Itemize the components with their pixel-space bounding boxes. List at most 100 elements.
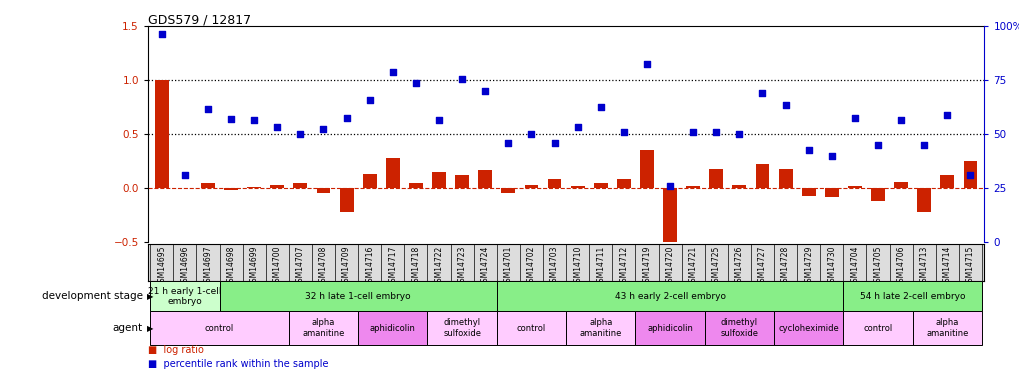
- Text: GSM14711: GSM14711: [596, 246, 604, 287]
- Text: aphidicolin: aphidicolin: [370, 324, 416, 333]
- Bar: [708, 169, 722, 188]
- Bar: [496, 281, 843, 311]
- Point: [800, 147, 816, 153]
- Point: [408, 80, 424, 86]
- Bar: [755, 164, 768, 188]
- Bar: [916, 188, 930, 211]
- Point: [892, 117, 908, 123]
- Bar: [912, 311, 981, 345]
- Point: [638, 61, 654, 67]
- Bar: [843, 311, 912, 345]
- Point: [707, 129, 723, 135]
- Text: alpha
amanitine: alpha amanitine: [579, 318, 622, 338]
- Bar: [150, 281, 219, 311]
- Point: [615, 129, 632, 135]
- Bar: [732, 185, 746, 188]
- Bar: [847, 186, 861, 188]
- Point: [523, 131, 539, 137]
- Text: control: control: [862, 324, 892, 333]
- Point: [569, 123, 585, 129]
- Text: GSM14695: GSM14695: [157, 246, 166, 287]
- Point: [477, 88, 493, 94]
- Bar: [496, 311, 566, 345]
- Text: GSM14709: GSM14709: [341, 246, 351, 287]
- Bar: [571, 186, 584, 188]
- Point: [846, 115, 862, 121]
- Text: dimethyl
sulfoxide: dimethyl sulfoxide: [719, 318, 758, 338]
- Text: 21 h early 1-cell
embryo: 21 h early 1-cell embryo: [148, 286, 221, 306]
- Bar: [824, 188, 838, 196]
- Text: GSM14699: GSM14699: [250, 246, 259, 287]
- Text: GSM14724: GSM14724: [480, 246, 489, 287]
- Text: GSM14701: GSM14701: [503, 246, 513, 287]
- Text: ▶: ▶: [147, 292, 153, 301]
- Bar: [219, 281, 496, 311]
- Bar: [385, 158, 399, 188]
- Bar: [270, 185, 284, 188]
- Text: 32 h late 1-cell embryo: 32 h late 1-cell embryo: [305, 292, 411, 301]
- Point: [223, 116, 239, 122]
- Text: GSM14715: GSM14715: [965, 246, 974, 287]
- Text: GSM14728: GSM14728: [781, 246, 790, 287]
- Point: [338, 115, 355, 121]
- Bar: [801, 188, 815, 195]
- Point: [731, 131, 747, 137]
- Bar: [940, 175, 954, 188]
- Text: GSM14723: GSM14723: [458, 246, 466, 287]
- Text: GSM14722: GSM14722: [434, 246, 443, 287]
- Text: ▶: ▶: [147, 324, 153, 333]
- Point: [754, 90, 770, 96]
- Point: [154, 31, 170, 37]
- Text: GSM14703: GSM14703: [549, 246, 558, 287]
- Point: [822, 153, 839, 159]
- Bar: [566, 311, 635, 345]
- Bar: [870, 188, 884, 201]
- Text: GSM14725: GSM14725: [711, 246, 720, 287]
- Text: development stage: development stage: [42, 291, 143, 301]
- Text: control: control: [517, 324, 545, 333]
- Bar: [547, 179, 560, 188]
- Bar: [639, 150, 653, 188]
- Point: [292, 131, 309, 137]
- Bar: [150, 311, 288, 345]
- Text: alpha
amanitine: alpha amanitine: [302, 318, 344, 338]
- Point: [176, 172, 193, 178]
- Bar: [155, 80, 168, 188]
- Point: [430, 117, 446, 123]
- Bar: [635, 311, 704, 345]
- Bar: [339, 188, 354, 211]
- Text: GSM14707: GSM14707: [296, 246, 305, 287]
- Text: GSM14700: GSM14700: [272, 246, 281, 287]
- Text: control: control: [205, 324, 234, 333]
- Text: GSM14696: GSM14696: [180, 246, 190, 287]
- Text: GSM14719: GSM14719: [642, 246, 651, 287]
- Point: [361, 97, 377, 103]
- Point: [315, 126, 331, 132]
- Bar: [501, 188, 515, 194]
- Text: GSM14718: GSM14718: [411, 246, 420, 287]
- Bar: [777, 169, 792, 188]
- Bar: [409, 183, 423, 188]
- Point: [269, 123, 285, 129]
- Bar: [427, 311, 496, 345]
- Text: GSM14717: GSM14717: [388, 246, 397, 287]
- Text: dimethyl
sulfoxide: dimethyl sulfoxide: [442, 318, 481, 338]
- Bar: [524, 185, 538, 188]
- Bar: [201, 183, 215, 188]
- Point: [499, 140, 516, 146]
- Bar: [963, 161, 976, 188]
- Text: GSM14704: GSM14704: [850, 246, 859, 287]
- Text: agent: agent: [112, 323, 143, 333]
- Text: aphidicolin: aphidicolin: [646, 324, 692, 333]
- Bar: [363, 174, 376, 188]
- Bar: [478, 170, 492, 188]
- Point: [546, 140, 562, 146]
- Text: GSM14714: GSM14714: [942, 246, 951, 287]
- Point: [915, 142, 931, 148]
- Bar: [662, 188, 677, 244]
- Text: GSM14697: GSM14697: [203, 246, 212, 287]
- Bar: [704, 311, 773, 345]
- Text: GSM14720: GSM14720: [665, 246, 674, 287]
- Point: [685, 129, 701, 135]
- Bar: [686, 186, 699, 188]
